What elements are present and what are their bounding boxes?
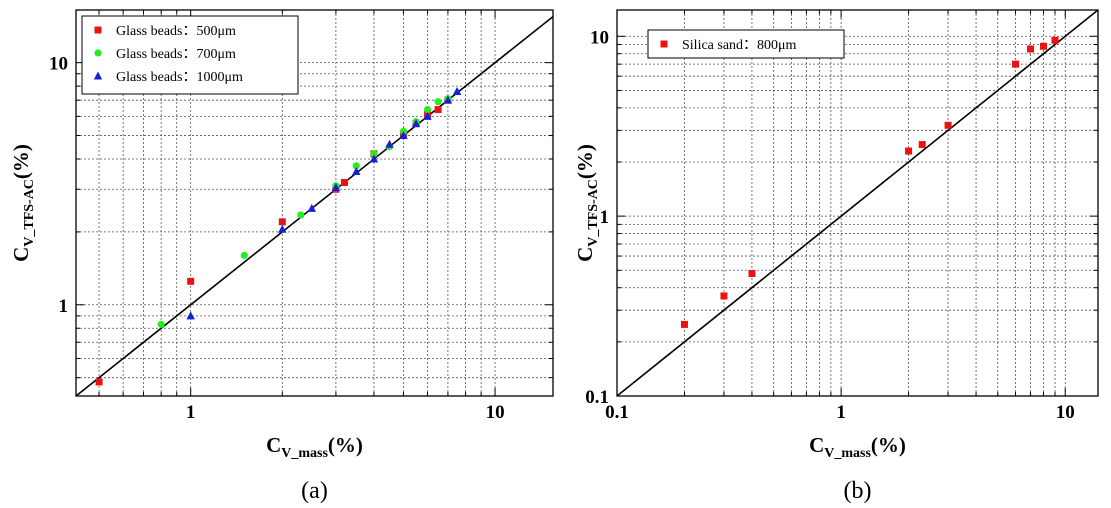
data-point [95,378,103,386]
y-tick-label: 1 [59,296,69,317]
data-point [399,131,408,140]
data-point [385,139,394,148]
ticks [76,10,553,396]
chart-panel-a: 1 10 1 10 CV_mass(%) CV_TFS-AC(%) Glass beads：… [9,9,554,504]
legend-marker [94,26,102,34]
data-point [434,98,442,106]
data-point [157,320,165,328]
panel-caption: (b) [844,478,872,504]
legend-label: Silica sand：800μm [682,38,797,53]
legend-marker [93,71,103,80]
data-points [680,36,1059,328]
x-tick-label: 0.1 [605,402,629,423]
data-point [680,320,688,328]
data-point [434,106,442,114]
x-tick-label: 1 [186,402,196,423]
data-point [331,183,341,192]
data-point [1040,42,1048,50]
grid [617,10,1098,396]
data-point [240,251,248,259]
data-point [1051,36,1059,44]
y-tick-label: 10 [49,54,68,75]
data-point [748,269,756,277]
data-point [278,218,286,226]
series-0 [680,36,1059,328]
data-point [352,162,360,170]
y-tick-label: 1 [600,207,610,228]
ticks [617,10,1098,396]
y-tick-label: 0.1 [585,387,609,408]
reference-line [76,15,553,396]
legend-label: Glass beads：1000μm [116,70,243,85]
y-axis-title: CV_TFS-AC(%) [9,144,37,262]
x-tick-label: 1 [836,402,846,423]
legend-box [81,15,299,95]
data-point [443,95,453,104]
data-point [411,119,421,128]
legend-label: Glass beads：700μm [116,47,236,62]
data-point [423,111,432,120]
data-point [944,121,952,129]
data-point [1027,45,1035,53]
data-point [278,224,287,233]
legend: Silica sand：800μm [647,29,845,59]
legend-marker [94,49,102,57]
series-1 [157,95,452,328]
legend: Glass beads：500μm Glass beads：700μm Glass … [81,15,299,95]
data-point [307,203,317,212]
chart-panel-b: 0.1 1 10 0.1 1 10 CV_mass(%) CV_TFS-AC(%) Silica… [573,9,1099,504]
legend-marker [660,40,668,48]
data-point [1012,60,1020,68]
x-axis-title: CV_mass(%) [266,433,363,461]
data-point [340,178,348,186]
data-point [905,147,913,155]
series-2 [186,87,462,320]
data-point [369,154,379,163]
panel-caption: (a) [301,478,328,504]
data-point [918,141,926,149]
data-point [370,150,378,158]
data-point [720,292,728,300]
plot-frame [75,9,554,397]
data-points [95,87,462,386]
x-tick-label: 10 [1056,402,1075,423]
x-tick-label: 10 [486,402,505,423]
data-point [452,87,462,96]
reference-line [617,10,1098,396]
plot-frame [616,9,1099,397]
data-point [352,167,361,176]
y-axis-title: CV_TFS-AC(%) [573,144,601,262]
data-point [187,277,195,285]
legend-label: Glass beads：500μm [116,24,236,39]
y-tick-label: 10 [590,27,609,48]
legend-box [647,29,845,59]
x-axis-title: CV_mass(%) [809,433,906,461]
data-point [423,105,432,114]
data-point [186,311,195,320]
data-point [297,211,305,219]
